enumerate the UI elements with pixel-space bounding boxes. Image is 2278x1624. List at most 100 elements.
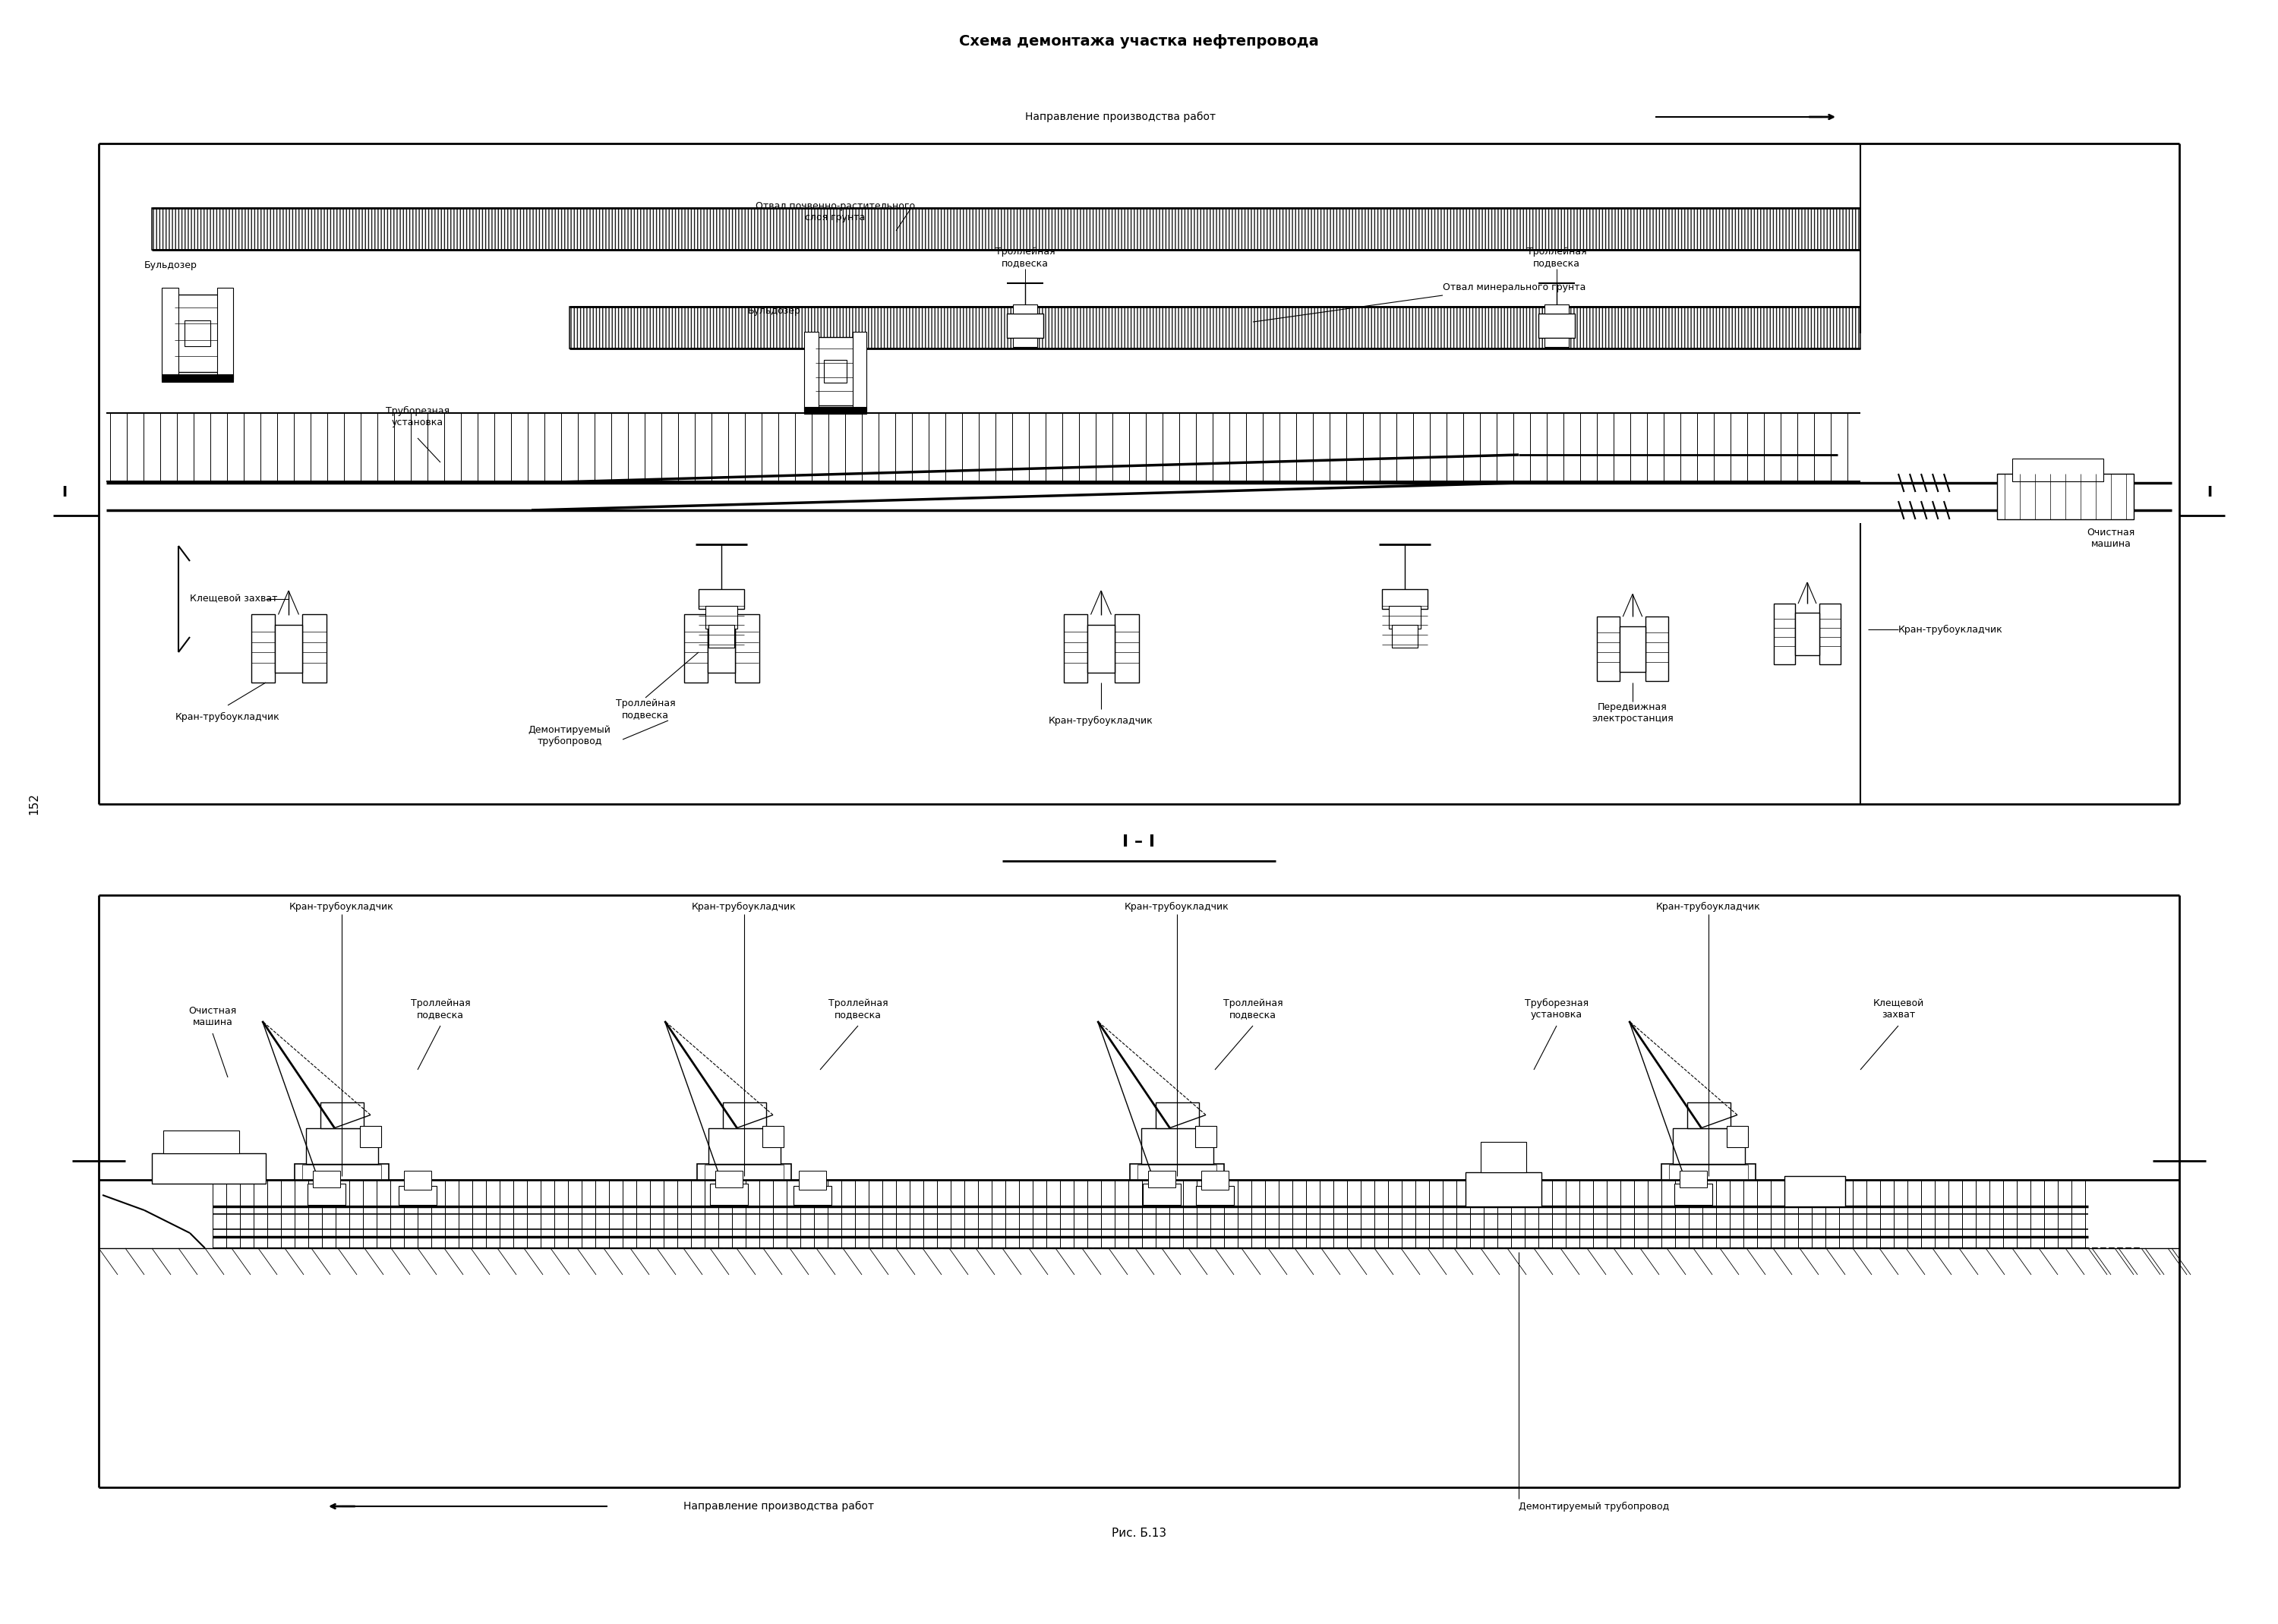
Bar [1064,614,1087,684]
Bar [1196,1186,1235,1205]
Text: Бульдозер: Бульдозер [144,260,198,270]
Bar [1201,1171,1228,1190]
Bar [1538,313,1574,338]
Bar [697,1164,790,1181]
Bar [699,590,745,609]
Bar [683,614,708,684]
Bar [570,307,1861,349]
Text: Троллейная
подвеска: Троллейная подвеска [1223,999,1283,1020]
Text: Кран-трубоукладчик: Кран-трубоукладчик [1898,625,2002,635]
Bar [153,1153,267,1184]
Bar [162,287,178,378]
Bar [1679,1171,1706,1187]
Bar [403,1171,431,1190]
Bar [1196,1125,1216,1148]
Bar [319,1103,364,1129]
Bar [763,1125,784,1148]
Text: Кран-трубоукладчик: Кран-трубоукладчик [1656,901,1761,911]
Bar [1007,313,1043,338]
Bar [704,1164,784,1179]
Bar [251,614,276,684]
Bar [1686,1103,1731,1129]
Bar [1087,625,1114,672]
Bar [1137,1164,1216,1179]
Bar [1795,612,1820,654]
Bar [162,374,232,382]
Text: Клещевой захват: Клещевой захват [189,594,278,604]
Bar [216,287,232,378]
Bar [804,331,818,411]
Bar [1674,1184,1713,1205]
Bar [1544,338,1570,348]
Bar [1114,614,1139,684]
Text: Схема демонтажа участка нефтепровода: Схема демонтажа участка нефтепровода [959,34,1319,49]
Bar [1014,304,1036,313]
Bar [736,614,759,684]
Bar [276,625,303,672]
Text: Труборезная
установка: Труборезная установка [385,406,449,427]
Bar [360,1125,380,1148]
Text: Троллейная
подвеска: Троллейная подвеска [829,999,888,1020]
Bar [1672,1129,1745,1164]
Bar [1481,1142,1526,1173]
Bar [793,1186,831,1205]
Text: I – I: I – I [1123,835,1155,849]
Text: Троллейная
подвеска: Троллейная подвеска [615,698,674,719]
Text: Бульдозер: Бульдозер [747,305,802,315]
Text: Отвал почвенно-растительного
слоя грунта: Отвал почвенно-растительного слоя грунта [756,201,916,222]
Text: 152: 152 [27,793,39,815]
Bar [708,625,734,648]
Bar [2011,458,2103,481]
Text: Кран-трубоукладчик: Кран-трубоукладчик [289,901,394,911]
Text: Передвижная
электростанция: Передвижная электростанция [1592,702,1674,724]
Text: Кран-трубоукладчик: Кран-трубоукладчик [1125,901,1230,911]
Bar [303,1164,380,1179]
Bar [1383,590,1428,609]
Bar [1544,304,1570,313]
Text: Направление производства работ: Направление производства работ [1025,112,1216,122]
Bar [294,1164,390,1181]
Bar [1155,1103,1198,1129]
Bar [1465,1173,1542,1207]
Bar [1661,1164,1756,1181]
Bar [708,625,736,672]
Text: Кран-трубоукладчик: Кран-трубоукладчик [693,901,797,911]
Text: Рис. Б.13: Рис. Б.13 [1112,1527,1166,1538]
Bar [722,1103,765,1129]
Bar [1144,1184,1180,1205]
Text: Отвал минерального грунта: Отвал минерального грунта [1442,283,1585,292]
Bar [1148,1171,1175,1187]
Bar [706,606,738,628]
Bar [312,1171,339,1187]
Text: Очистная
машина: Очистная машина [189,1005,237,1028]
Bar [1998,474,2134,520]
Bar [711,1184,747,1205]
Bar [1141,1129,1212,1164]
Bar [708,1129,779,1164]
Bar [1392,625,1417,648]
Bar [1597,617,1620,680]
Text: Клещевой
захват: Клещевой захват [1873,999,1925,1020]
Bar [825,361,847,383]
Text: I: I [62,486,68,500]
Bar [1670,1164,1747,1179]
Bar [153,208,1861,250]
Bar [1014,338,1036,348]
Text: Труборезная
установка: Труборезная установка [1524,999,1588,1020]
Bar [308,1184,346,1205]
Bar [1620,627,1645,672]
Bar [1645,617,1667,680]
Text: Троллейная
подвеска: Троллейная подвеска [410,999,469,1020]
Bar [185,320,210,346]
Bar [175,294,221,372]
Bar [804,408,866,414]
Text: Демонтируемый
трубопровод: Демонтируемый трубопровод [528,724,611,747]
Text: Троллейная
подвеска: Троллейная подвеска [1526,247,1585,268]
Bar [164,1130,239,1153]
Text: Кран-трубоукладчик: Кран-трубоукладчик [1048,716,1153,726]
Bar [852,331,866,411]
Text: Демонтируемый трубопровод: Демонтируемый трубопровод [1519,1501,1670,1512]
Bar [715,1171,743,1187]
Bar [303,614,326,684]
Bar [800,1171,827,1190]
